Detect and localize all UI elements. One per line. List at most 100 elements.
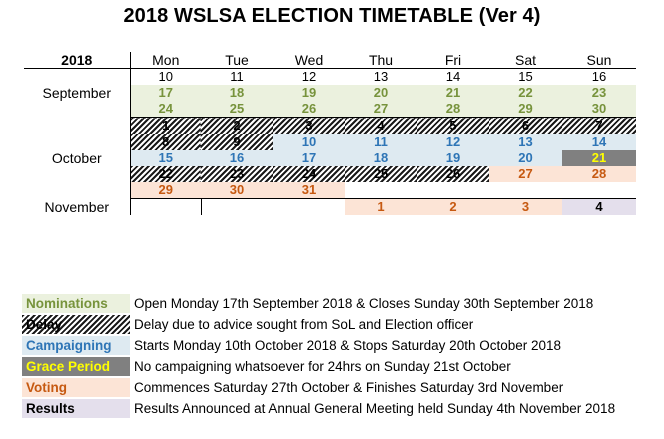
legend-row-grace-period: Grace Period No campaigning whatsoever f… [22,356,615,377]
campaigning-day-cell: 19 [417,150,489,166]
nomination-day-cell: 24 [130,101,201,118]
delay-day-cell: 25 [345,166,417,182]
voting-day-cell: 31 [273,182,345,199]
legend-description: Commences Saturday 27th October & Finish… [134,380,564,395]
nomination-day-cell: 17 [130,85,201,101]
nomination-day-cell: 22 [489,85,562,101]
week-row: 29 30 31 [24,182,636,199]
legend-key-nominations: Nominations [22,294,130,313]
nomination-day-cell: 20 [345,85,417,101]
campaigning-day-cell: 14 [562,134,636,150]
day-cell [273,199,345,216]
day-cell: 13 [373,69,389,84]
voting-day-cell: 29 [130,182,201,199]
week-row: 8 9 10 11 12 13 14 [24,134,636,150]
day-cell: 16 [591,69,607,84]
nomination-day-cell: 18 [201,85,273,101]
voting-day-cell: 27 [489,166,562,182]
legend-description: Results Announced at Annual General Meet… [134,401,616,416]
campaigning-day-cell: 20 [489,150,562,166]
nomination-day-cell: 23 [562,85,636,101]
day-header: Sat [489,52,562,69]
month-label: September [24,68,131,118]
week-row: September 10 11 12 13 14 15 16 [24,68,636,118]
page-title: 2018 WSLSA ELECTION TIMETABLE (Ver 4) [123,5,541,27]
day-header: Tue [201,52,273,69]
legend-description: No campaigning whatsoever for 24hrs on S… [134,359,511,374]
delay-day-cell: 24 [273,166,345,182]
nomination-day-cell: 25 [201,101,273,118]
delay-day-cell: 9 [201,134,273,150]
delay-day-cell: 23 [201,166,273,182]
legend-row-campaigning: Campaigning Starts Monday 10th October 2… [22,335,615,356]
day-cell: 15 [518,69,533,84]
day-header: Thu [345,52,417,69]
campaigning-day-cell: 13 [489,134,562,150]
week-row: 17 18 19 20 21 22 23 [24,85,636,101]
voting-day-cell: 28 [562,166,636,182]
campaigning-day-cell: 12 [417,134,489,150]
delay-day-cell: 1 [130,117,201,134]
grace-period-day-cell: 21 [562,150,636,166]
campaigning-day-cell: 16 [201,150,273,166]
campaigning-day-cell: 10 [273,134,345,150]
nomination-day-cell: 28 [417,101,489,118]
delay-day-cell: 3 [273,117,345,134]
day-cell: 10 [158,69,173,84]
year-label: 2018 [24,52,131,69]
voting-day-cell: 2 [417,198,489,215]
nomination-day-cell: 19 [273,85,345,101]
week-row: 15 16 17 18 19 20 21 [24,150,636,166]
legend-description: Delay due to advice sought from SoL and … [134,317,474,332]
day-cell: 14 [445,69,461,84]
week-row: November 1 2 3 4 [24,198,636,216]
delay-day-cell: 4 [345,117,417,134]
day-cell [562,182,636,199]
results-day-cell: 4 [562,198,636,215]
delay-day-cell: 7 [562,117,636,134]
nomination-day-cell: 29 [489,101,562,118]
legend-row-delay: Delay Delay due to advice sought from So… [22,314,615,335]
day-cell [345,182,417,199]
legend-key-delay: Delay [22,315,130,334]
week-row: October 1 2 3 4 5 6 7 [24,117,636,199]
nomination-day-cell: 27 [345,101,417,118]
campaigning-day-cell: 11 [345,134,417,150]
legend-key-results: Results [22,399,130,418]
legend-row-results: Results Results Announced at Annual Gene… [22,398,615,419]
legend-description: Open Monday 17th September 2018 & Closes… [134,296,594,311]
delay-day-cell: 5 [417,117,489,134]
delay-day-cell: 2 [201,117,273,134]
day-cell [489,182,562,199]
legend-row-voting: Voting Commences Saturday 27th October &… [22,377,615,398]
day-header: Wed [273,52,345,69]
week-row: 22 23 24 25 26 27 28 [24,166,636,182]
legend: Nominations Open Monday 17th September 2… [22,293,615,419]
election-calendar: 2018 Mon Tue Wed Thu Fri Sat Sun Septemb… [24,52,636,215]
delay-day-cell: 8 [130,134,201,150]
delay-day-cell: 6 [489,117,562,134]
legend-row-nominations: Nominations Open Monday 17th September 2… [22,293,615,314]
voting-day-cell: 3 [489,198,562,215]
day-cell [130,198,202,215]
delay-day-cell: 26 [417,166,489,182]
day-header: Fri [417,52,489,69]
month-label: October [24,117,131,199]
day-cell [417,182,489,199]
campaigning-day-cell: 15 [130,150,201,166]
day-cell: 12 [301,69,317,84]
nomination-day-cell: 30 [562,101,636,118]
day-cell [201,199,273,216]
voting-day-cell: 30 [201,182,273,199]
day-header: Mon [130,52,201,69]
legend-key-campaigning: Campaigning [22,336,130,355]
day-cell: 11 [230,69,244,84]
campaigning-day-cell: 18 [345,150,417,166]
legend-key-voting: Voting [22,378,130,397]
voting-day-cell: 1 [345,198,417,215]
legend-description: Starts Monday 10th October 2018 & Stops … [134,338,562,353]
campaigning-day-cell: 17 [273,150,345,166]
week-row: 24 25 26 27 28 29 30 [24,101,636,118]
month-label: November [24,198,131,215]
day-header: Sun [562,52,636,69]
